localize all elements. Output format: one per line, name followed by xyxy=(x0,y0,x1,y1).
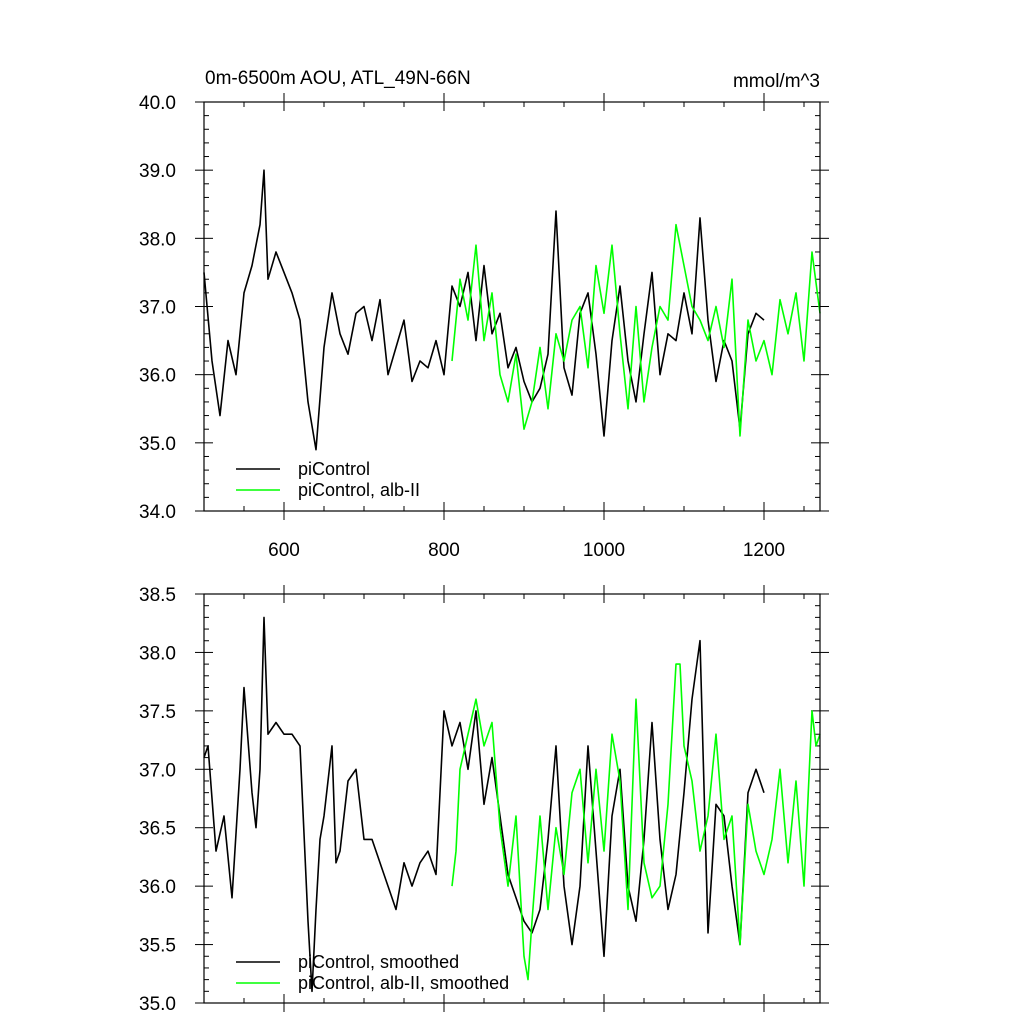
y-tick-label: 38.5 xyxy=(139,585,176,606)
x-tick-label: 600 xyxy=(268,540,300,561)
y-tick-label: 37.5 xyxy=(139,702,176,723)
y-tick-label: 34.0 xyxy=(139,502,176,523)
y-tick-label: 37.0 xyxy=(139,298,176,319)
series-line-picontrol xyxy=(203,169,765,451)
series-line-picontrol-alb-ii xyxy=(451,663,821,981)
legend-label-picontrol: piControl xyxy=(298,459,370,479)
top-panel: 0m-6500m AOU, ATL_49N-66N mmol/m^3 600 80… xyxy=(139,68,829,561)
legend-label-picontrol-smoothed: piControl, smoothed xyxy=(298,952,459,972)
x-tick-label: 1200 xyxy=(743,540,785,561)
top-axis-ticks xyxy=(195,93,829,520)
y-tick-label: 35.0 xyxy=(139,434,176,455)
bottom-axis-tick-labels: 35.0 35.5 36.0 36.5 37.0 37.5 38.0 38.5 xyxy=(139,585,176,1015)
series-line-picontrol-alb-ii xyxy=(451,223,821,437)
y-tick-label: 38.0 xyxy=(139,229,176,250)
x-tick-label: 800 xyxy=(428,540,460,561)
x-tick-label: 1000 xyxy=(583,540,625,561)
y-tick-label: 36.5 xyxy=(139,819,176,840)
y-tick-label: 35.0 xyxy=(139,994,176,1015)
top-series-group xyxy=(203,169,821,451)
y-tick-label: 39.0 xyxy=(139,161,176,182)
legend-label-picontrol-alb-ii-smoothed: piControl, alb-II, smoothed xyxy=(298,973,509,993)
units-label: mmol/m^3 xyxy=(733,71,820,92)
legend-label-picontrol-alb-ii: piControl, alb-II xyxy=(298,480,420,500)
top-legend: piControl piControl, alb-II xyxy=(236,459,420,500)
bottom-series-group xyxy=(203,616,821,993)
top-axis-tick-labels: 600 800 1000 1200 34.0 35.0 36.0 37.0 38.0 39.0 40… xyxy=(139,93,785,561)
y-tick-label: 36.0 xyxy=(139,366,176,387)
y-tick-label: 40.0 xyxy=(139,93,176,114)
bottom-legend: piControl, smoothed piControl, alb-II, s… xyxy=(236,952,509,993)
y-tick-label: 35.5 xyxy=(139,936,176,957)
y-tick-label: 37.0 xyxy=(139,760,176,781)
bottom-axis-ticks xyxy=(195,585,829,1012)
chart-title: 0m-6500m AOU, ATL_49N-66N xyxy=(205,68,471,89)
bottom-panel: 35.0 35.5 36.0 36.5 37.0 37.5 38.0 38.5 piContr… xyxy=(139,585,829,1015)
top-plot-frame xyxy=(203,101,821,512)
bottom-plot-frame xyxy=(203,593,821,1004)
y-tick-label: 38.0 xyxy=(139,643,176,664)
y-tick-label: 36.0 xyxy=(139,877,176,898)
